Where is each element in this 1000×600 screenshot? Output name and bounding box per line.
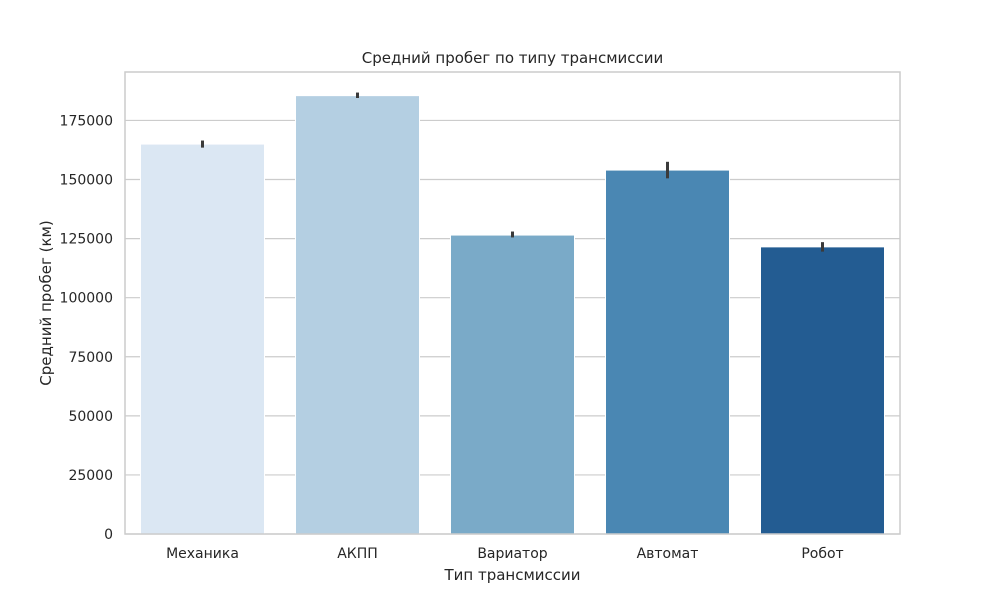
x-tick-label: Вариатор — [477, 546, 547, 562]
chart-title: Средний пробег по типу трансмиссии — [362, 49, 664, 67]
bars — [140, 95, 885, 535]
error-bars — [201, 92, 824, 252]
plot-frame — [124, 71, 901, 535]
y-tick-labels: 0 25000 50000 75000 100000 125000 150000 175000 — [60, 113, 113, 543]
x-tick-label: Автомат — [637, 546, 699, 562]
y-axis-title: Средний пробег (км) — [37, 220, 55, 385]
x-tick-labels: Механика АКПП Вариатор Автомат Робот — [166, 546, 844, 562]
y-tick-label: 175000 — [60, 113, 113, 129]
y-tick-label: 50000 — [68, 409, 113, 425]
x-axis-title: Тип трансмиссии — [443, 566, 580, 584]
y-tick-label: 0 — [104, 527, 113, 543]
bar-4 — [605, 169, 730, 535]
y-tick-label: 125000 — [60, 232, 113, 248]
bar-3 — [450, 234, 575, 535]
y-tick-label: 25000 — [68, 468, 113, 484]
x-tick-label: АКПП — [337, 546, 378, 562]
bar-2 — [295, 95, 420, 535]
y-tick-label: 100000 — [60, 291, 113, 307]
y-tick-label: 75000 — [68, 350, 113, 366]
bar-1 — [140, 143, 265, 535]
x-tick-label: Робот — [801, 546, 843, 562]
bar-5 — [760, 246, 885, 535]
x-tick-label: Механика — [166, 546, 239, 562]
y-tick-label: 150000 — [60, 173, 113, 189]
